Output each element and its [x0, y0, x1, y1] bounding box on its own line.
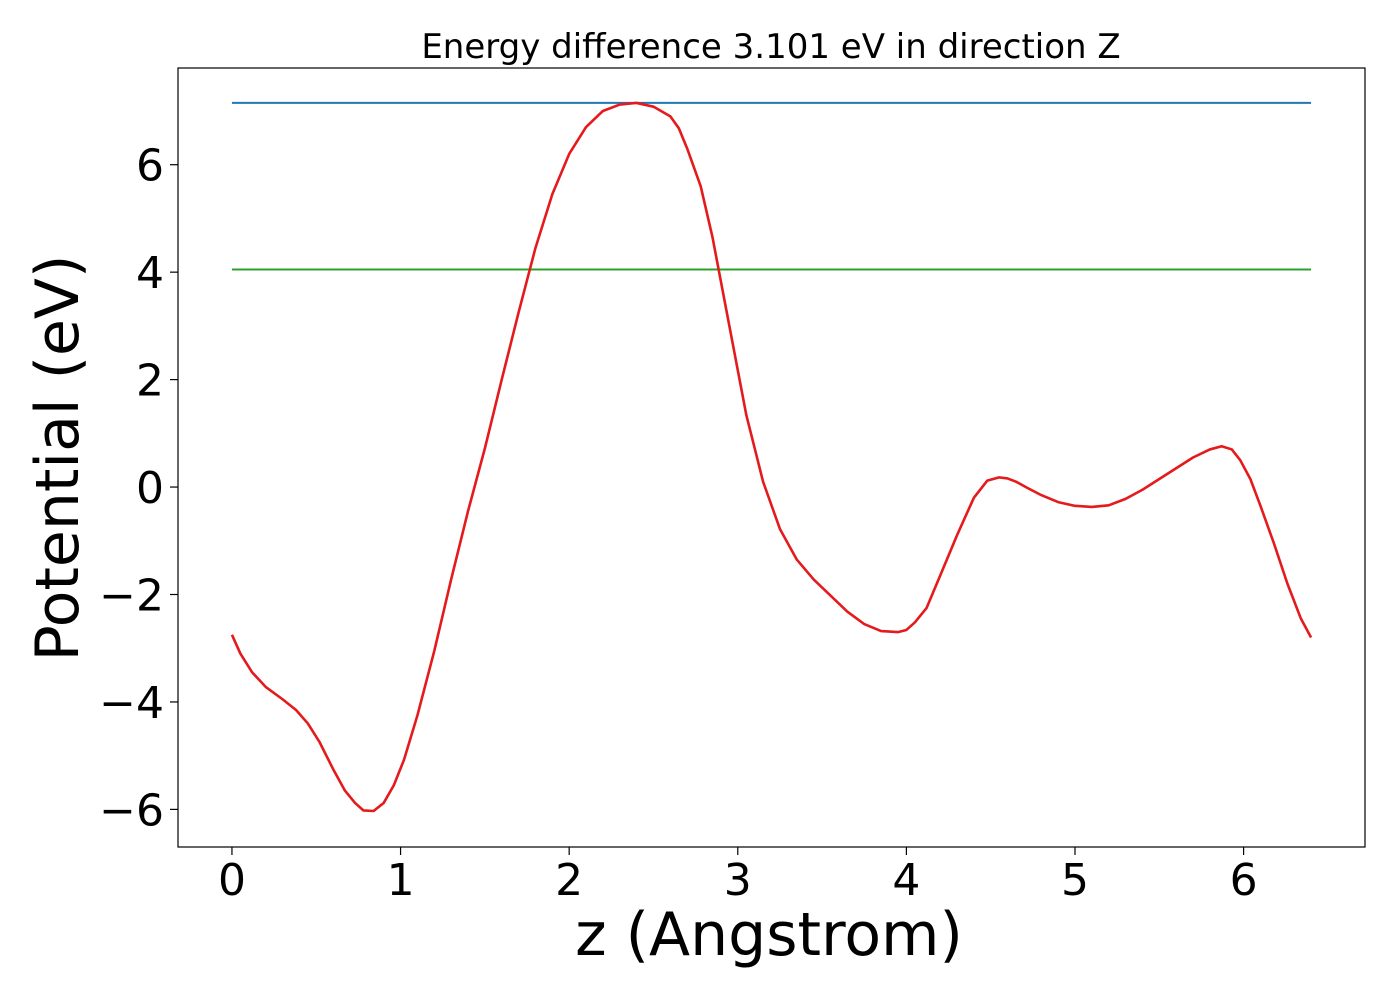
x-tick-label: 2 — [555, 855, 583, 906]
reference-lines — [231, 101, 1312, 271]
x-tick-label: 6 — [1230, 855, 1258, 906]
y-tick-label: 4 — [136, 248, 164, 299]
x-tick-label: 4 — [892, 855, 920, 906]
y-tick-label: 6 — [136, 141, 164, 192]
potential-line — [230, 101, 1313, 813]
y-axis-ticks: −6 −4 −2 0 2 4 6 — [99, 141, 178, 836]
y-tick-label: 0 — [136, 463, 164, 514]
y-tick-label: −6 — [99, 785, 164, 836]
y-tick-label: −4 — [99, 678, 164, 729]
x-tick-label: 5 — [1061, 855, 1089, 906]
y-tick-label: −2 — [99, 570, 164, 621]
x-axis-ticks: 0 1 2 3 4 5 6 — [218, 847, 1258, 906]
y-axis-label: Potential (eV) — [23, 255, 93, 662]
x-tick-label: 1 — [387, 855, 415, 906]
x-tick-label: 0 — [218, 855, 246, 906]
y-tick-label: 2 — [136, 356, 164, 407]
x-axis-label: z (Angstrom) — [575, 900, 963, 970]
potential-series — [230, 101, 1313, 813]
x-tick-label: 3 — [724, 855, 752, 906]
chart-title: Energy difference 3.101 eV in direction … — [421, 27, 1120, 67]
plot-area-frame — [177, 67, 1366, 848]
